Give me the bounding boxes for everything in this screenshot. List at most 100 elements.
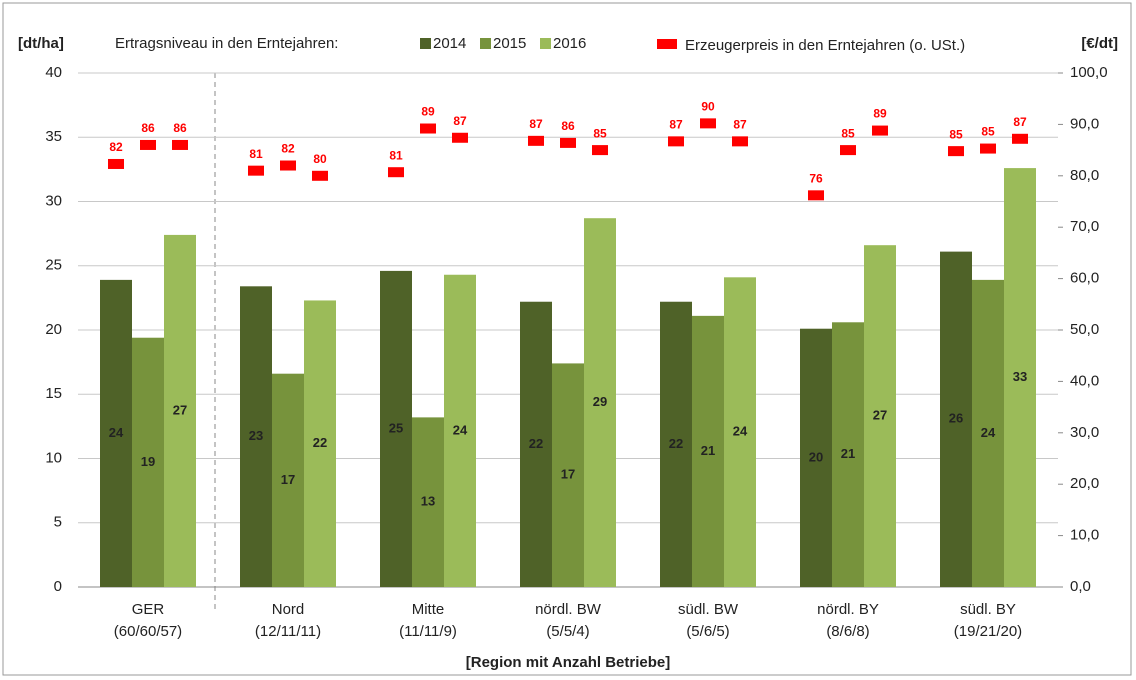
x-tick-label: (12/11/11) <box>255 623 321 640</box>
price-marker <box>592 145 608 156</box>
x-tick-label: (5/5/4) <box>546 623 589 640</box>
price-label: 90 <box>701 100 715 114</box>
price-marker <box>248 165 264 176</box>
x-tick-label: (19/21/20) <box>954 623 1022 640</box>
bar <box>164 234 196 587</box>
y-tick-label: 10 <box>45 449 62 466</box>
bar-label: 27 <box>873 408 887 423</box>
x-tick-label: (11/11/9) <box>399 623 457 640</box>
bar <box>692 315 724 587</box>
price-label: 86 <box>141 121 155 135</box>
price-label: 85 <box>981 125 995 139</box>
bar <box>660 301 692 587</box>
bar-label: 33 <box>1013 369 1027 384</box>
bar-label: 22 <box>669 436 683 451</box>
price-marker <box>280 160 296 171</box>
bar <box>240 286 272 587</box>
bar <box>444 274 476 587</box>
price-label: 87 <box>453 114 467 128</box>
price-marker <box>140 139 156 150</box>
x-tick-label: Mitte <box>412 601 445 618</box>
legend-label: Erzeugerpreis in den Erntejahren (o. USt… <box>685 37 965 54</box>
price-marker <box>388 167 404 178</box>
price-label: 85 <box>841 126 855 140</box>
y-axis-label: [dt/ha] <box>18 35 64 52</box>
price-label: 81 <box>389 148 403 162</box>
bar <box>412 417 444 587</box>
y2-tick-label: 60,0 <box>1070 270 1099 287</box>
bar <box>864 245 896 587</box>
price-marker <box>808 190 824 201</box>
y2-tick-label: 30,0 <box>1070 424 1099 441</box>
bar-label: 24 <box>109 425 124 440</box>
bar <box>272 373 304 587</box>
price-label: 82 <box>109 140 123 154</box>
y-tick-label: 30 <box>45 192 62 209</box>
x-tick-label: nördl. BY <box>817 601 879 618</box>
y-tick-label: 20 <box>45 321 62 338</box>
price-marker <box>560 137 576 148</box>
bar-label: 17 <box>281 472 295 487</box>
price-label: 82 <box>281 142 295 156</box>
bar <box>132 337 164 587</box>
y2-tick-label: 70,0 <box>1070 218 1099 235</box>
price-label: 80 <box>313 152 327 166</box>
bar <box>100 279 132 587</box>
price-marker <box>1012 133 1028 144</box>
bar <box>520 301 552 587</box>
price-label: 85 <box>593 126 607 140</box>
price-label: 76 <box>809 172 823 186</box>
bar <box>832 322 864 587</box>
bar-label: 20 <box>809 449 823 464</box>
bar <box>1004 168 1036 587</box>
x-axis-label: [Region mit Anzahl Betriebe] <box>466 654 670 671</box>
legend-swatch <box>480 38 491 49</box>
y2-axis-label: [€/dt] <box>1081 35 1118 52</box>
price-marker <box>948 146 964 157</box>
price-label: 89 <box>421 105 435 119</box>
price-label: 86 <box>561 119 575 133</box>
y2-tick-label: 50,0 <box>1070 321 1099 338</box>
y2-tick-label: 80,0 <box>1070 167 1099 184</box>
price-marker <box>528 135 544 146</box>
bar-label: 24 <box>733 424 748 439</box>
bar <box>800 328 832 587</box>
y-tick-label: 25 <box>45 257 62 274</box>
bar <box>380 270 412 587</box>
price-marker <box>872 125 888 136</box>
price-marker <box>840 145 856 156</box>
legend-label: 2014 <box>433 35 466 52</box>
price-label: 86 <box>173 121 187 135</box>
y-tick-label: 0 <box>54 578 62 595</box>
y2-tick-label: 10,0 <box>1070 527 1099 544</box>
y-tick-label: 35 <box>45 128 62 145</box>
y2-tick-label: 100,0 <box>1070 64 1108 81</box>
bar-label: 23 <box>249 428 263 443</box>
price-marker <box>172 139 188 150</box>
price-marker <box>668 136 684 147</box>
bar-label: 27 <box>173 402 187 417</box>
legend-swatch <box>657 39 677 49</box>
price-marker <box>700 118 716 129</box>
bar-label: 17 <box>561 467 575 482</box>
bar <box>972 279 1004 587</box>
price-marker <box>312 170 328 181</box>
y-tick-label: 5 <box>54 514 62 531</box>
bar <box>724 277 756 587</box>
bar-label: 25 <box>389 420 403 435</box>
bar <box>304 300 336 587</box>
bar-label: 19 <box>141 454 155 469</box>
x-tick-label: südl. BW <box>678 601 739 618</box>
x-tick-label: GER <box>132 601 165 618</box>
legend-label: 2015 <box>493 35 526 52</box>
legend-title: Ertragsniveau in den Erntejahren: <box>115 35 338 52</box>
price-label: 89 <box>873 107 887 121</box>
price-label: 87 <box>669 118 683 132</box>
legend-swatch <box>420 38 431 49</box>
price-marker <box>452 132 468 143</box>
bar-label: 29 <box>593 394 607 409</box>
bar-label: 24 <box>453 422 468 437</box>
y2-tick-label: 40,0 <box>1070 372 1099 389</box>
legend-label: 2016 <box>553 35 586 52</box>
